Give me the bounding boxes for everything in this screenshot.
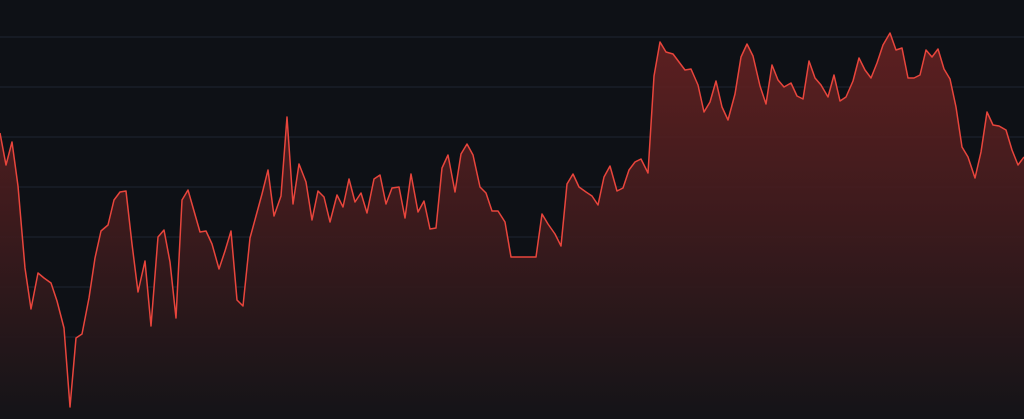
area-fill [0, 33, 1024, 419]
series-line [0, 32, 1024, 408]
